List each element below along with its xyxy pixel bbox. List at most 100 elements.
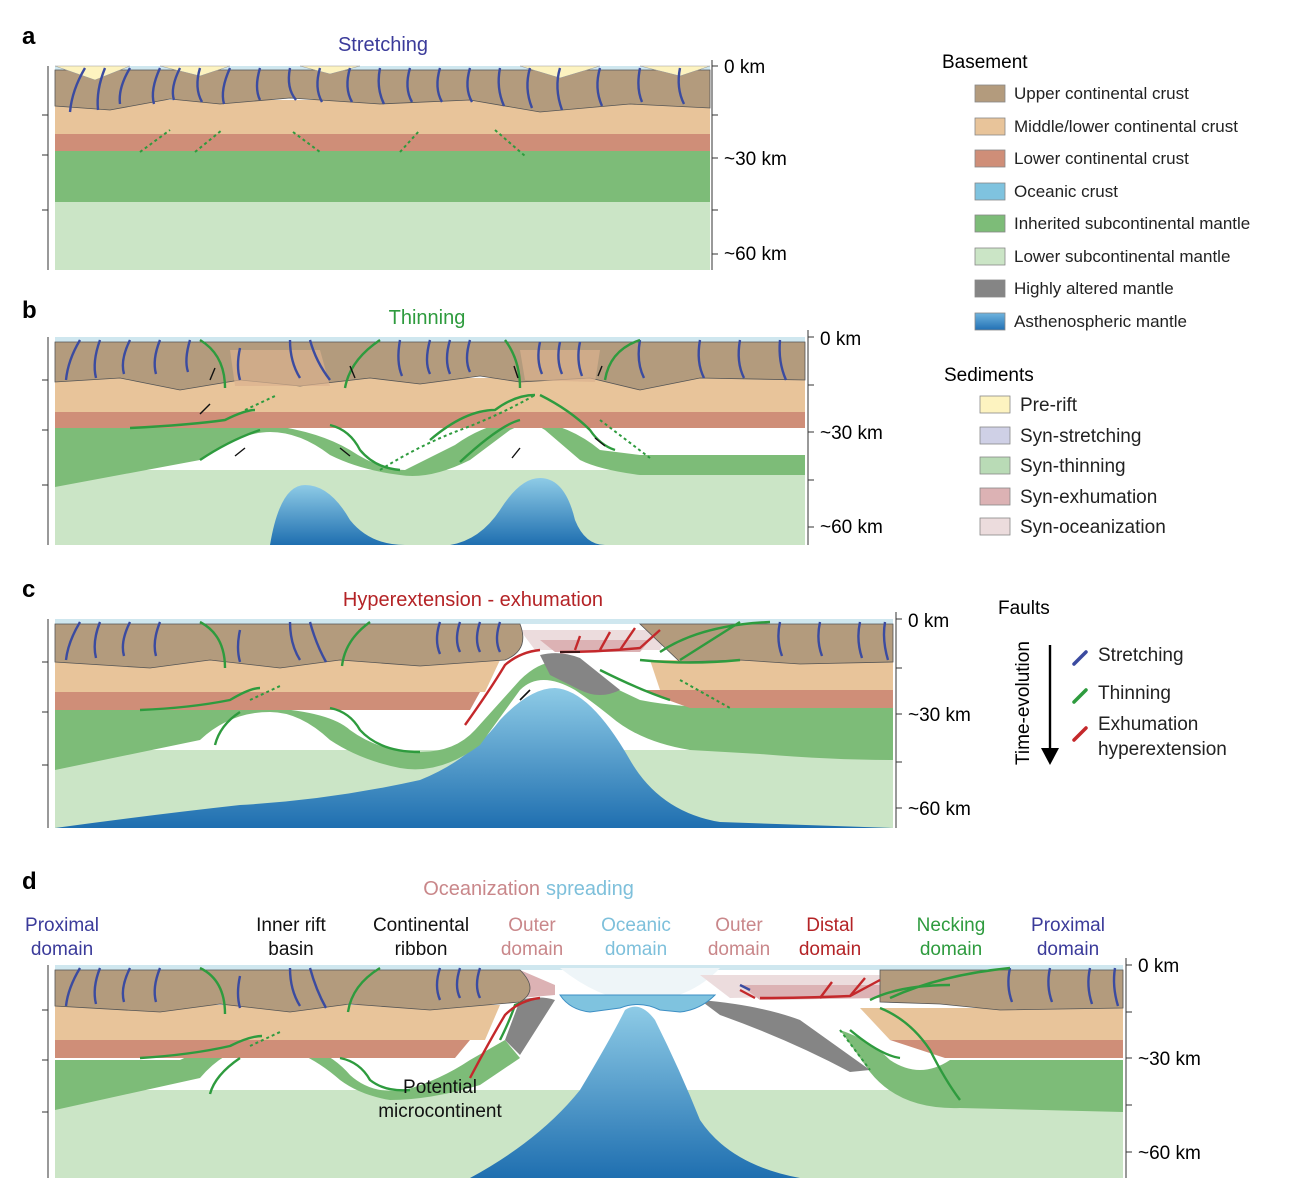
b-thinning-faults (129, 338, 641, 472)
legend-basement-1: Middle/lower continental crust (1014, 117, 1238, 136)
panel-b-title: Thinning (389, 307, 466, 329)
a-stretching-faults (68, 67, 686, 113)
legend-basement-6: Highly altered mantle (1014, 279, 1174, 298)
panel-a-section (42, 60, 718, 270)
swatch-oceanic-crust (974, 182, 1006, 201)
legend-basement-5: Lower subcontinental mantle (1014, 247, 1230, 266)
a-lower-mantle (55, 200, 710, 270)
domain-label-4b: domain (501, 939, 563, 960)
domain-label-3b: ribbon (395, 939, 448, 960)
swatch-inherited-mantle (974, 214, 1006, 233)
legend-sediment-items: Pre-rift Syn-stretching Syn-thinning Syn… (979, 395, 1166, 538)
swatch-middle-crust (974, 117, 1006, 136)
domain-label-4a: Outer (508, 915, 556, 936)
c-middle-crust (650, 660, 893, 690)
panel-d-label: d (22, 868, 37, 895)
legend-basement-2: Lower continental crust (1014, 149, 1189, 168)
panel-a-depth-30: ~30 km (724, 149, 787, 170)
swatch-asthenosphere (974, 312, 1006, 331)
legend-fault-items: Stretching Thinning Exhumation hyperexte… (1072, 645, 1227, 760)
microcontinent-label-2: microcontinent (378, 1101, 502, 1122)
domain-label-5b: domain (605, 939, 667, 960)
panel-a-label: a (22, 23, 36, 50)
swatch-lower-crust (974, 149, 1006, 168)
panel-c-depth-30: ~30 km (908, 705, 971, 726)
domain-label-6a: Outer (715, 915, 763, 936)
domain-label-1a: Proximal (25, 915, 99, 936)
panel-b-label: b (22, 297, 37, 324)
panel-c-depth-60: ~60 km (908, 799, 971, 820)
swatch-syn-thinning (979, 456, 1011, 475)
panel-a-depth-60: ~60 km (724, 244, 787, 265)
d-thinning-faults (139, 966, 1011, 1101)
panel-d-title-part2: spreading (546, 878, 634, 900)
legend-sediment-4: Syn-oceanization (1020, 517, 1166, 538)
swatch-syn-oceanization (979, 517, 1011, 536)
legend-basement-3: Oceanic crust (1014, 182, 1118, 201)
b-lower-mantle (55, 470, 805, 545)
panel-d-title-part1: Oceanization (423, 878, 540, 900)
legend-sediment-0: Pre-rift (1020, 395, 1078, 416)
panel-c-label: c (22, 576, 35, 603)
domain-label-3a: Continental (373, 915, 469, 936)
legend-fault-0: Stretching (1098, 645, 1184, 666)
d-oceanic-crust (559, 994, 717, 1013)
panel-b-depth-60: ~60 km (820, 517, 883, 538)
d-middle-crust (860, 1008, 1123, 1040)
swatch-syn-exhumation (979, 487, 1011, 506)
d-upper-crust (879, 969, 1124, 1011)
c-lower-crust (640, 690, 893, 708)
domain-label-7a: Distal (806, 915, 854, 936)
domain-label-9b: domain (1037, 939, 1099, 960)
time-arrow (1041, 645, 1059, 765)
legend-fault-2b: hyperextension (1098, 739, 1227, 760)
legend-sediments-heading: Sediments (944, 365, 1034, 386)
legend-basement-items: Upper continental crust Middle/lower con… (974, 84, 1250, 331)
panel-d-depth-60: ~60 km (1138, 1143, 1201, 1164)
panel-b-section (42, 330, 814, 545)
panel-c-title: Hyperextension - exhumation (343, 589, 603, 611)
d-lower-crust (890, 1040, 1123, 1058)
b-stretching-faults (64, 339, 788, 381)
thinning-fault-swatch (1072, 688, 1088, 704)
panel-b-depth-0: 0 km (820, 329, 861, 350)
a-thinning-proto (139, 129, 526, 157)
swatch-pre-rift (979, 395, 1011, 414)
legend-sediment-3: Syn-exhumation (1020, 487, 1157, 508)
c-inherited-mantle (55, 661, 893, 770)
domain-labels: Proximal domain Inner rift basin Contine… (25, 915, 1105, 960)
panel-d-depth-30: ~30 km (1138, 1049, 1201, 1070)
panel-d-depth-0: 0 km (1138, 956, 1179, 977)
domain-label-8a: Necking (917, 915, 986, 936)
swatch-lower-mantle (974, 247, 1006, 266)
panel-b-depth-30: ~30 km (820, 423, 883, 444)
c-stretching-faults (64, 621, 890, 663)
swatch-altered-mantle (974, 279, 1006, 298)
swatch-syn-stretching (979, 426, 1011, 445)
exhumation-fault-swatch (1072, 726, 1088, 742)
panel-b: b Thinning (22, 297, 883, 545)
panel-c: c Hyperextension - exhumation (22, 576, 971, 828)
panel-a-title: Stretching (338, 34, 428, 56)
panel-d: d Oceanization spreading Proximal domain… (22, 868, 1201, 1178)
domain-label-1b: domain (31, 939, 93, 960)
a-upper-crust (54, 69, 711, 113)
domain-label-6b: domain (708, 939, 770, 960)
c-altered-mantle (540, 653, 620, 695)
legend-basement-heading: Basement (942, 52, 1028, 73)
b-lower-crust (55, 412, 805, 428)
panel-a: a Stretching (22, 23, 787, 270)
d-asthenosphere (470, 1006, 800, 1178)
panel-d-section (42, 958, 1132, 1178)
domain-label-5a: Oceanic (601, 915, 671, 936)
b-asthenosphere-left (270, 485, 405, 545)
domain-label-7b: domain (799, 939, 861, 960)
a-lower-crust (55, 133, 710, 151)
domain-label-9a: Proximal (1031, 915, 1105, 936)
legend-basement-7: Asthenospheric mantle (1014, 312, 1187, 331)
c-thinning-faults (139, 620, 771, 754)
swatch-upper-crust (974, 84, 1006, 103)
a-inherited-mantle (55, 150, 710, 202)
domain-label-8b: domain (920, 939, 982, 960)
